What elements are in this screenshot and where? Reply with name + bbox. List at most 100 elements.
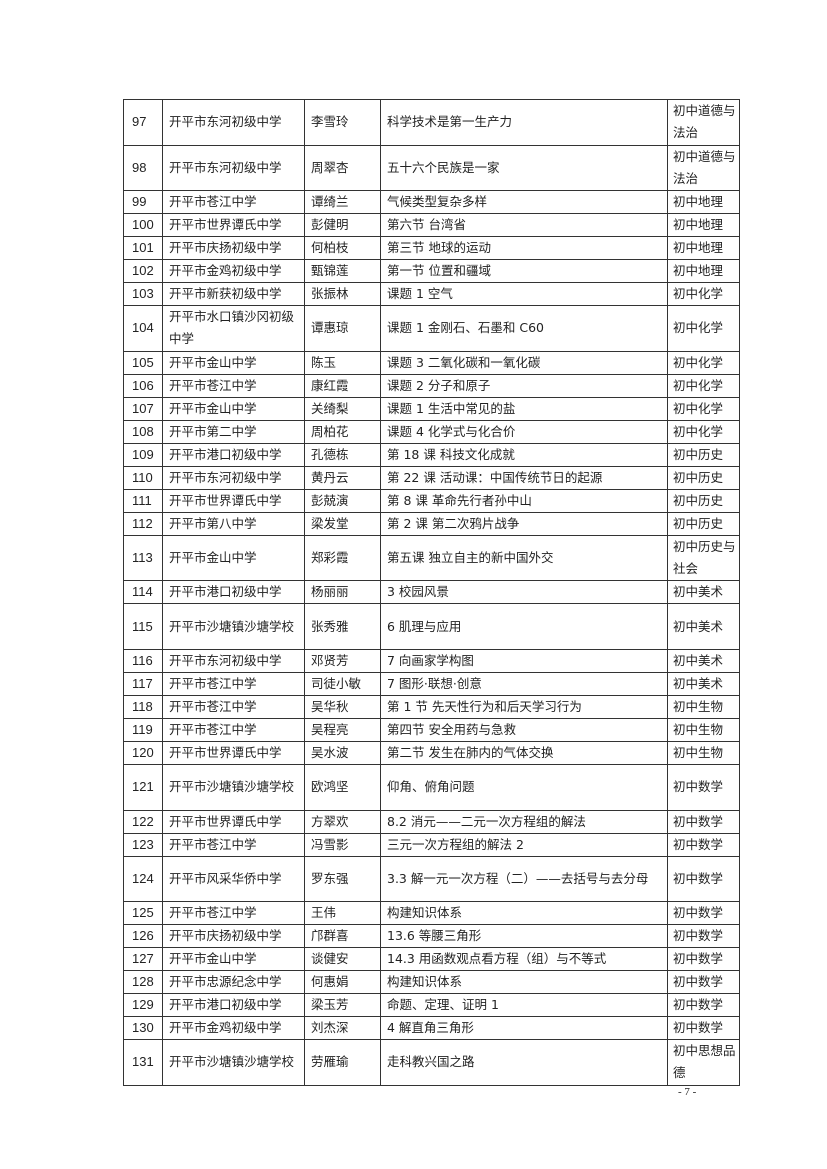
lesson-title-cell: 仰角、俯角问题	[380, 763, 668, 811]
lesson-title-cell: 第 18 课 科技文化成就	[380, 442, 668, 467]
school-name-cell: 开平市金山中学	[162, 947, 305, 972]
table-row: 131 开平市沙塘镇沙塘学校 劳雁瑜 走科教兴国之路 初中思想品德	[123, 1039, 740, 1086]
teacher-name-cell: 邓贤芳	[304, 648, 381, 673]
lesson-title-cell: 第 2 课 第二次鸦片战争	[380, 511, 668, 536]
teacher-name-cell: 关绮梨	[304, 396, 381, 421]
school-name-cell: 开平市世界谭氏中学	[162, 213, 305, 238]
subject-cell: 初中化学	[667, 350, 740, 375]
school-name-cell: 开平市金鸡初级中学	[162, 259, 305, 284]
row-number-cell: 105	[123, 350, 163, 375]
lesson-title-cell: 7 向画家学构图	[380, 648, 668, 673]
row-number-cell: 103	[123, 282, 163, 307]
table-row: 102 开平市金鸡初级中学 甄锦莲 第一节 位置和疆域 初中地理	[123, 259, 740, 284]
table-row: 98 开平市东河初级中学 周翠杏 五十六个民族是一家 初中道德与法治	[123, 144, 740, 192]
table-row: 106 开平市苍江中学 康红霞 课题 2 分子和原子 初中化学	[123, 373, 740, 398]
teacher-name-cell: 邝群喜	[304, 924, 381, 949]
teacher-name-cell: 杨丽丽	[304, 580, 381, 605]
table-row: 124 开平市风采华侨中学 罗东强 3.3 解一元一次方程（二）——去括号与去分母 初中…	[123, 855, 740, 903]
row-number-cell: 115	[123, 603, 163, 650]
lesson-title-cell: 第 1 节 先天性行为和后天学习行为	[380, 694, 668, 719]
school-name-cell: 开平市世界谭氏中学	[162, 488, 305, 513]
school-name-cell: 开平市苍江中学	[162, 190, 305, 215]
lesson-title-cell: 课题 2 分子和原子	[380, 373, 668, 398]
school-name-cell: 开平市金山中学	[162, 534, 305, 582]
subject-cell: 初中思想品德	[667, 1039, 740, 1086]
table-row: 121 开平市沙塘镇沙塘学校 欧鸿坚 仰角、俯角问题 初中数学	[123, 763, 740, 811]
teacher-name-cell: 彭健明	[304, 213, 381, 238]
row-number-cell: 126	[123, 924, 163, 949]
teacher-name-cell: 欧鸿坚	[304, 763, 381, 811]
lesson-title-cell: 课题 1 空气	[380, 282, 668, 307]
lesson-title-cell: 构建知识体系	[380, 901, 668, 926]
table-row: 103 开平市新获初级中学 张振林 课题 1 空气 初中化学	[123, 282, 740, 307]
table-row: 97 开平市东河初级中学 李雪玲 科学技术是第一生产力 初中道德与法治	[123, 99, 740, 146]
teacher-name-cell: 谭惠琼	[304, 305, 381, 352]
school-name-cell: 开平市世界谭氏中学	[162, 809, 305, 834]
lesson-title-cell: 气候类型复杂多样	[380, 190, 668, 215]
teacher-name-cell: 李雪玲	[304, 99, 381, 146]
row-number-cell: 107	[123, 396, 163, 421]
row-number-cell: 109	[123, 442, 163, 467]
table-row: 119 开平市苍江中学 吴程亮 第四节 安全用药与急救 初中生物	[123, 717, 740, 742]
subject-cell: 初中数学	[667, 947, 740, 972]
row-number-cell: 118	[123, 694, 163, 719]
table-row: 107 开平市金山中学 关绮梨 课题 1 生活中常见的盐 初中化学	[123, 396, 740, 421]
lesson-title-cell: 第五课 独立自主的新中国外交	[380, 534, 668, 582]
table-row: 113 开平市金山中学 郑彩霞 第五课 独立自主的新中国外交 初中历史与社会	[123, 534, 740, 582]
lesson-title-cell: 课题 1 生活中常见的盐	[380, 396, 668, 421]
table-row: 126 开平市庆扬初级中学 邝群喜 13.6 等腰三角形 初中数学	[123, 924, 740, 949]
row-number-cell: 128	[123, 970, 163, 995]
lesson-title-cell: 6 肌理与应用	[380, 603, 668, 650]
school-name-cell: 开平市苍江中学	[162, 717, 305, 742]
subject-cell: 初中历史	[667, 511, 740, 536]
lesson-title-cell: 科学技术是第一生产力	[380, 99, 668, 146]
lesson-title-cell: 3 校园风景	[380, 580, 668, 605]
row-number-cell: 102	[123, 259, 163, 284]
teacher-name-cell: 梁发堂	[304, 511, 381, 536]
subject-cell: 初中化学	[667, 419, 740, 444]
teacher-name-cell: 劳雁瑜	[304, 1039, 381, 1086]
teacher-name-cell: 康红霞	[304, 373, 381, 398]
school-name-cell: 开平市第二中学	[162, 419, 305, 444]
subject-cell: 初中美术	[667, 648, 740, 673]
subject-cell: 初中美术	[667, 671, 740, 696]
school-name-cell: 开平市东河初级中学	[162, 99, 305, 146]
table-row: 123 开平市苍江中学 冯雪影 三元一次方程组的解法 2 初中数学	[123, 832, 740, 857]
subject-cell: 初中地理	[667, 190, 740, 215]
school-name-cell: 开平市沙塘镇沙塘学校	[162, 763, 305, 811]
row-number-cell: 114	[123, 580, 163, 605]
row-number-cell: 116	[123, 648, 163, 673]
school-name-cell: 开平市忠源纪念中学	[162, 970, 305, 995]
lesson-title-cell: 第二节 发生在肺内的气体交换	[380, 740, 668, 765]
subject-cell: 初中历史与社会	[667, 534, 740, 582]
subject-cell: 初中数学	[667, 993, 740, 1018]
table-row: 104 开平市水口镇沙冈初级中学 谭惠琼 课题 1 金刚石、石墨和 C60 初中化学	[123, 305, 740, 352]
lesson-title-cell: 课题 1 金刚石、石墨和 C60	[380, 305, 668, 352]
subject-cell: 初中数学	[667, 855, 740, 903]
teacher-name-cell: 司徒小敏	[304, 671, 381, 696]
subject-cell: 初中数学	[667, 763, 740, 811]
row-number-cell: 127	[123, 947, 163, 972]
subject-cell: 初中数学	[667, 809, 740, 834]
teacher-name-cell: 吴华秋	[304, 694, 381, 719]
row-number-cell: 108	[123, 419, 163, 444]
row-number-cell: 123	[123, 832, 163, 857]
subject-cell: 初中历史	[667, 488, 740, 513]
lesson-title-cell: 走科教兴国之路	[380, 1039, 668, 1086]
row-number-cell: 131	[123, 1039, 163, 1086]
table-row: 115 开平市沙塘镇沙塘学校 张秀雅 6 肌理与应用 初中美术	[123, 603, 740, 650]
school-name-cell: 开平市港口初级中学	[162, 993, 305, 1018]
table-row: 100 开平市世界谭氏中学 彭健明 第六节 台湾省 初中地理	[123, 213, 740, 238]
table-row: 101 开平市庆扬初级中学 何柏枝 第三节 地球的运动 初中地理	[123, 236, 740, 261]
row-number-cell: 113	[123, 534, 163, 582]
subject-cell: 初中化学	[667, 305, 740, 352]
row-number-cell: 110	[123, 465, 163, 490]
row-number-cell: 119	[123, 717, 163, 742]
table-row: 111 开平市世界谭氏中学 彭兢演第 8 课 革命先行者孙中山 初中历史	[123, 488, 740, 513]
subject-cell: 初中化学	[667, 373, 740, 398]
row-number-cell: 130	[123, 1016, 163, 1041]
school-name-cell: 开平市港口初级中学	[162, 442, 305, 467]
lessons-table: 97 开平市东河初级中学 李雪玲 科学技术是第一生产力 初中道德与法治 98 开平市东河初级…	[123, 99, 740, 1086]
lesson-title-cell: 8.2 消元——二元一次方程组的解法	[380, 809, 668, 834]
table-row: 108 开平市第二中学 周柏花 课题 4 化学式与化合价 初中化学	[123, 419, 740, 444]
